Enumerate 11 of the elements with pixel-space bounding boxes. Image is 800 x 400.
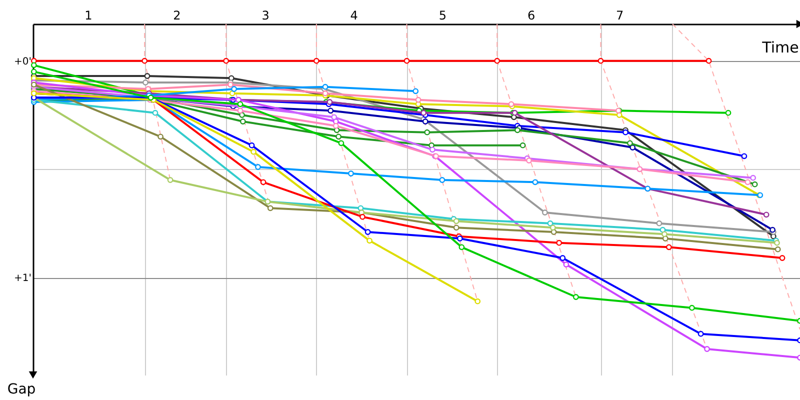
y-axis-title: Gap bbox=[7, 382, 36, 398]
y-tick-label: +1' bbox=[14, 273, 32, 284]
y-tick-label: +0' bbox=[14, 56, 32, 68]
x-tick-label: 1 bbox=[84, 8, 92, 22]
x-tick-label: 4 bbox=[350, 8, 358, 22]
x-tick-label: 3 bbox=[262, 8, 270, 22]
x-axis-title: Time bbox=[761, 38, 799, 56]
x-tick-label: 6 bbox=[527, 8, 536, 22]
x-tick-label: 2 bbox=[173, 8, 181, 22]
x-tick-label: 5 bbox=[438, 8, 447, 22]
x-tick-label: 7 bbox=[616, 8, 624, 22]
